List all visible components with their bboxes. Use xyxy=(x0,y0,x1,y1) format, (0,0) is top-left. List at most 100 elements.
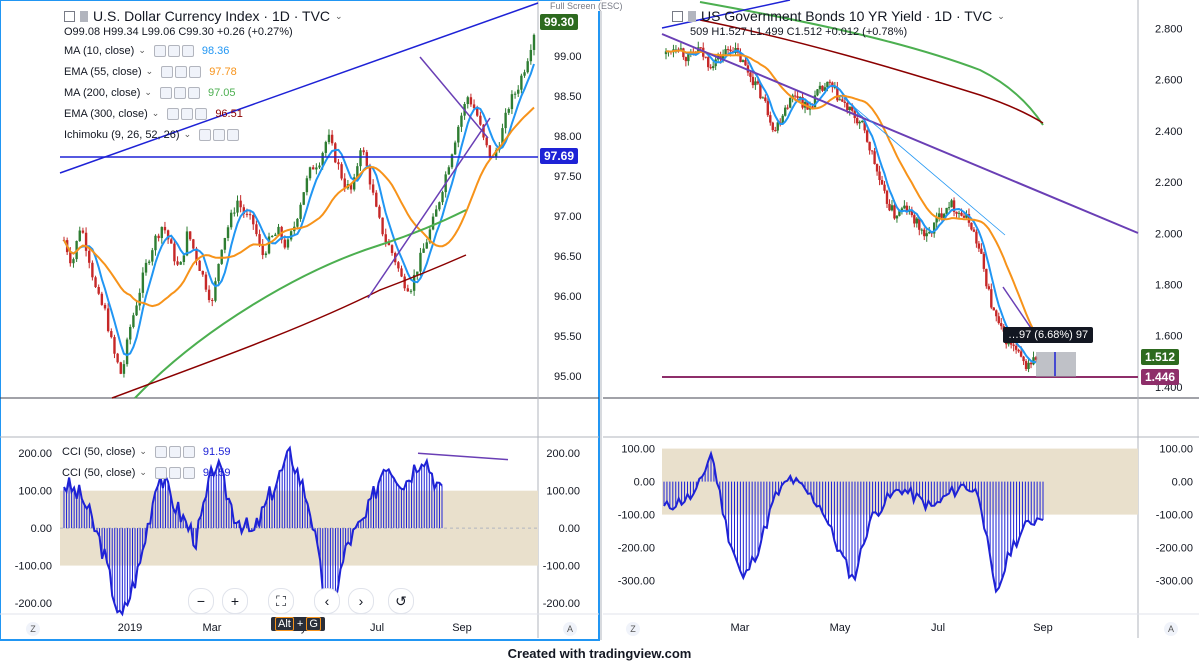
right-candle-body xyxy=(793,95,797,97)
zoom-out-button[interactable]: − xyxy=(188,588,214,614)
close-icon[interactable] xyxy=(182,466,195,479)
reset-chart-button[interactable]: ↺ xyxy=(388,588,414,614)
right-candle-body xyxy=(975,231,978,244)
settings-icon[interactable] xyxy=(181,107,194,120)
chevron-down-icon[interactable]: ⌄ xyxy=(183,129,192,139)
right-candle-body xyxy=(960,212,963,216)
chevron-down-icon[interactable]: ⌄ xyxy=(145,66,154,76)
left-indicator-row[interactable]: EMA (55, close) ⌄ 97.78 xyxy=(64,61,343,82)
chevron-down-icon[interactable]: ⌄ xyxy=(997,10,1005,21)
right-candle-body xyxy=(858,121,861,124)
left-symbol-title[interactable]: U.S. Dollar Currency Index · 1D · TVC xyxy=(93,8,331,24)
left-candle-body xyxy=(390,245,394,253)
left-candle-body xyxy=(91,262,94,278)
zoom-in-button[interactable]: + xyxy=(222,588,248,614)
left-candle-body xyxy=(324,142,328,153)
eye-icon[interactable] xyxy=(199,128,212,141)
left-cci-y-tick: -100.00 xyxy=(543,561,580,573)
left-indicator-row[interactable]: MA (200, close) ⌄ 97.05 xyxy=(64,82,343,103)
indicator-value: 91.59 xyxy=(202,445,231,458)
right-z-corner[interactable]: Z xyxy=(626,622,640,636)
measure-label: …97 (6.68%) 97 xyxy=(1003,327,1094,343)
settings-icon[interactable] xyxy=(168,466,181,479)
close-icon[interactable] xyxy=(189,65,202,78)
left-candle-body xyxy=(435,209,438,217)
close-icon[interactable] xyxy=(182,445,195,458)
left-candle-body xyxy=(144,262,148,273)
left-cci-y-tick: 100.00 xyxy=(546,486,580,498)
chevron-down-icon[interactable]: ⌄ xyxy=(139,446,147,456)
right-symbol-title[interactable]: US Government Bonds 10 YR Yield · 1D · T… xyxy=(701,8,993,24)
chevron-down-icon[interactable]: ⌄ xyxy=(144,87,152,97)
scroll-right-button[interactable]: › xyxy=(348,588,374,614)
left-z-corner[interactable]: Z xyxy=(26,622,40,636)
left-candle-body xyxy=(340,164,343,179)
left-candle-body xyxy=(466,97,469,105)
left-candle-body xyxy=(69,252,72,264)
left-cci-indicator-row[interactable]: CCI (50, close) ⌄ 91.59 xyxy=(62,441,230,462)
right-candle-body xyxy=(947,207,951,209)
right-candle-body xyxy=(741,60,745,62)
fit-screen-button[interactable]: ⛶ xyxy=(268,588,294,614)
right-candle-body xyxy=(903,205,906,209)
right-a-corner[interactable]: A xyxy=(1164,622,1178,636)
chevron-down-icon[interactable]: ⌄ xyxy=(151,108,160,118)
settings-icon[interactable] xyxy=(175,65,188,78)
close-icon[interactable] xyxy=(181,44,194,57)
settings-icon[interactable] xyxy=(213,128,226,141)
eye-icon[interactable] xyxy=(153,44,166,57)
settings-icon[interactable] xyxy=(173,86,186,99)
left-indicator-row[interactable]: Ichimoku (9, 26, 52, 26) ⌄ xyxy=(64,124,343,145)
left-indicator-row[interactable]: EMA (300, close) ⌄ 96.51 xyxy=(64,103,343,124)
left-a-corner[interactable]: A xyxy=(563,622,577,636)
left-candle-body xyxy=(416,271,419,275)
left-candle-body xyxy=(349,184,353,190)
left-candle-body xyxy=(431,216,435,230)
eye-icon[interactable] xyxy=(154,466,167,479)
left-candle-body xyxy=(523,72,526,76)
eye-icon[interactable] xyxy=(159,86,172,99)
right-candle-body xyxy=(833,87,837,89)
right-candle-body xyxy=(987,286,991,290)
right-candle-body xyxy=(868,141,871,151)
right-falling-trendline xyxy=(661,33,1139,234)
right-candle-body xyxy=(977,243,981,249)
left-ma200-line xyxy=(134,209,467,399)
right-cci-line xyxy=(663,450,1044,594)
g-key: G xyxy=(306,617,321,631)
chevron-down-icon[interactable]: ⌄ xyxy=(139,467,147,477)
left-cci-indicator-row[interactable]: CCI (50, close) ⌄ 91.59 xyxy=(62,462,230,483)
right-candle-body xyxy=(851,106,854,111)
chevron-down-icon[interactable]: ⌄ xyxy=(335,10,343,21)
left-candle-body xyxy=(441,192,444,203)
close-icon[interactable] xyxy=(187,86,200,99)
settings-icon[interactable] xyxy=(168,445,181,458)
left-y-tick-label: 95.50 xyxy=(554,331,582,343)
eye-icon[interactable] xyxy=(161,65,174,78)
left-indicator-row[interactable]: MA (10, close) ⌄ 98.36 xyxy=(64,40,343,61)
left-candle-body xyxy=(160,226,163,239)
left-candle-body xyxy=(296,218,299,227)
chevron-down-icon[interactable]: ⌄ xyxy=(138,45,146,55)
left-candle-body xyxy=(170,239,173,244)
right-candle-body xyxy=(972,229,976,232)
eye-icon[interactable] xyxy=(154,445,167,458)
right-candle-body xyxy=(970,222,973,230)
close-icon[interactable] xyxy=(195,107,208,120)
left-candle-body xyxy=(242,207,245,214)
left-candle-body xyxy=(147,261,151,263)
left-candle-body xyxy=(315,167,318,170)
left-candle-body xyxy=(129,326,132,340)
left-y-tick-label: 96.50 xyxy=(554,251,582,263)
right-cci-y-tick-mirror: -300.00 xyxy=(618,576,655,588)
right-candle-body xyxy=(739,52,742,62)
right-candle-body xyxy=(856,118,859,124)
close-icon[interactable] xyxy=(227,128,240,141)
settings-icon[interactable] xyxy=(167,44,180,57)
eye-icon[interactable] xyxy=(167,107,180,120)
scroll-left-button[interactable]: ‹ xyxy=(314,588,340,614)
right-measure-box xyxy=(1036,352,1076,377)
left-falling-wedge-line xyxy=(419,56,489,139)
right-candle-body xyxy=(664,51,668,55)
